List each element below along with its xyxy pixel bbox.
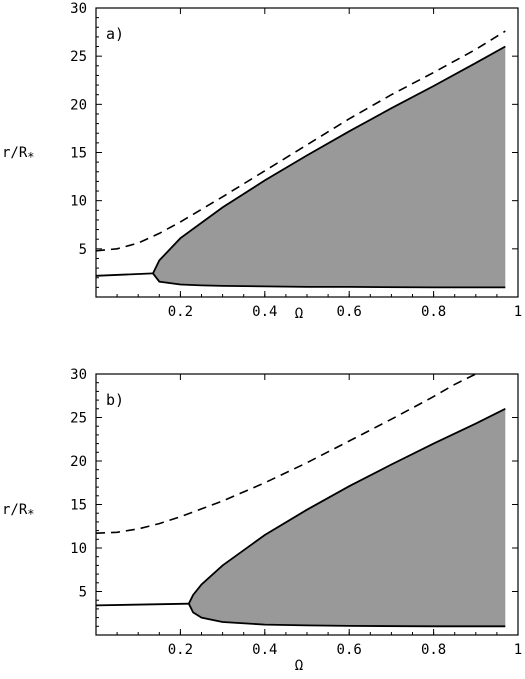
y-axis-label-subscript: * [27,507,34,521]
dashed-curve-0 [95,30,506,252]
y-axis-label: r/R* [2,145,35,164]
y-tick-label: 15 [70,498,87,514]
solid-curve-1 [95,272,154,277]
y-tick-label: 15 [70,146,87,162]
solid-curve-1 [95,602,189,607]
x-tick-label: 0.8 [421,304,446,320]
solid-curve-2 [187,407,506,605]
solid-curve-2 [152,45,506,274]
shaded-region [153,46,506,288]
y-tick-label: 25 [70,411,87,427]
x-tick-label: 1 [514,304,522,320]
y-axis-label: r/R* [2,502,35,521]
y-tick-label: 10 [70,541,87,557]
x-axis-label: Ω [295,658,303,674]
x-tick-label: 0.6 [337,642,362,658]
y-tick-label: 30 [70,1,87,17]
solid-curve-3 [187,603,506,628]
y-tick-label: 5 [79,585,87,601]
x-tick-label: 0.4 [252,304,277,320]
y-tick-label: 10 [70,194,87,210]
x-axis-label: Ω [295,306,303,322]
x-tick-label: 0.2 [168,304,193,320]
x-tick-label: 0.8 [421,642,446,658]
panel-label: a) [106,25,124,43]
y-tick-label: 30 [70,367,87,383]
y-tick-label: 20 [70,454,87,470]
panel-label: b) [106,391,124,409]
x-tick-label: 0.4 [252,642,277,658]
x-tick-label: 0.6 [337,304,362,320]
shaded-region [188,408,506,627]
x-tick-label: 0.2 [168,642,193,658]
x-tick-label: 1 [514,642,522,658]
y-axis-label-subscript: * [27,150,34,164]
solid-curve-3 [152,272,506,289]
y-tick-label: 25 [70,49,87,65]
y-tick-label: 5 [79,242,87,258]
dashed-curve-0 [95,373,477,534]
y-tick-label: 20 [70,97,87,113]
